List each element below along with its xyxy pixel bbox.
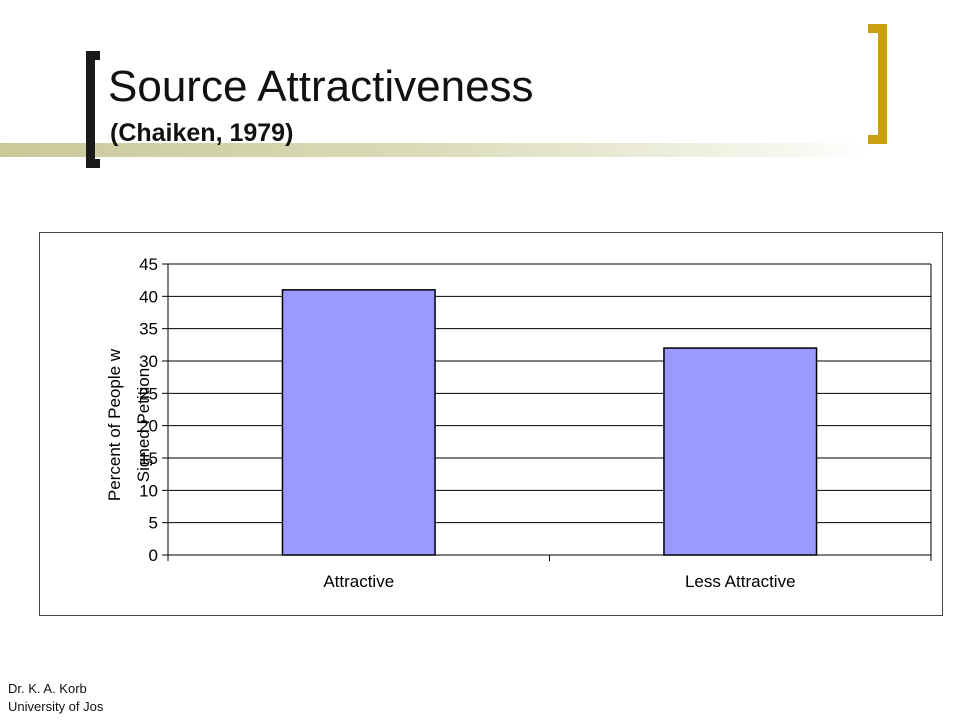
title-accent-line (0, 143, 870, 157)
left-bracket-decoration (86, 51, 100, 168)
bar-attractive (281, 289, 436, 556)
y-tick-label-45: 45 (139, 255, 158, 274)
bar-less-attractive (663, 347, 818, 556)
right-bracket-decoration (868, 24, 887, 144)
slide-subtitle: (Chaiken, 1979) (110, 119, 294, 147)
slide-title: Source Attractiveness (108, 62, 534, 111)
footer-institution: University of Jos (8, 699, 104, 714)
y-tick-label-15: 15 (139, 449, 158, 468)
x-tick-label-0: Attractive (323, 572, 394, 591)
footer: Dr. K. A. Korb University of Jos (8, 680, 103, 716)
footer-author: Dr. K. A. Korb (8, 681, 87, 696)
y-tick-label-40: 40 (139, 287, 158, 306)
bars (281, 289, 818, 556)
y-tick-label-20: 20 (139, 417, 158, 436)
y-tick-label-35: 35 (139, 320, 158, 339)
y-tick-label-10: 10 (139, 481, 158, 500)
x-tick-label-1: Less Attractive (685, 572, 796, 591)
y-tick-label-5: 5 (149, 514, 158, 533)
bar-chart: 0 5 10 15 20 25 30 35 40 45 Attractive Less Attract… (105, 255, 932, 591)
tick-labels: 0 5 10 15 20 25 30 35 40 45 Attractive Less Attract… (139, 255, 795, 591)
axes (162, 263, 932, 561)
y-tick-label-25: 25 (139, 384, 158, 403)
y-tick-label-0: 0 (149, 546, 158, 565)
y-tick-label-30: 30 (139, 352, 158, 371)
chart-frame: 0 5 10 15 20 25 30 35 40 45 Attractive Less Attract… (39, 232, 943, 616)
y-axis-title-line2: Signed Petition (134, 368, 153, 482)
y-axis-title-line1: Percent of People w (105, 348, 124, 501)
